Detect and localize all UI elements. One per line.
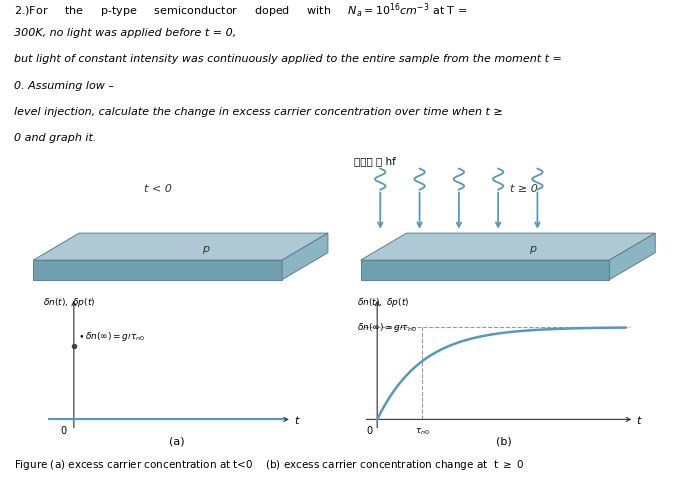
Text: 300K, no light was applied before t = 0,: 300K, no light was applied before t = 0, (14, 28, 236, 38)
Text: t: t (294, 416, 298, 426)
Text: Figure (a) excess carrier concentration at t<0    (b) excess carrier concentrati: Figure (a) excess carrier concentration … (14, 458, 524, 472)
Text: (a): (a) (169, 436, 185, 446)
Text: t ≥ 0: t ≥ 0 (510, 184, 538, 194)
Text: 0: 0 (61, 426, 67, 436)
Polygon shape (361, 260, 610, 279)
Text: (b): (b) (496, 436, 512, 446)
Polygon shape (610, 233, 655, 279)
Text: $\delta n(\infty)=g\prime\tau_{n0}$: $\delta n(\infty)=g\prime\tau_{n0}$ (357, 321, 417, 334)
Text: $\delta n(t),\ \delta p(t)$: $\delta n(t),\ \delta p(t)$ (357, 296, 409, 309)
Text: p: p (202, 245, 209, 254)
Text: 0: 0 (366, 426, 372, 436)
Text: 0 and graph it.: 0 and graph it. (14, 133, 96, 143)
Polygon shape (361, 233, 655, 260)
Text: 0. Assuming low –: 0. Assuming low – (14, 81, 114, 91)
Text: t: t (636, 416, 641, 426)
Text: but light of constant intensity was continuously applied to the entire sample fr: but light of constant intensity was cont… (14, 54, 561, 64)
Text: $\bullet\,\delta n(\infty)=g\prime\tau_{n0}$: $\bullet\,\delta n(\infty)=g\prime\tau_{… (78, 330, 145, 342)
Text: p: p (529, 245, 537, 254)
Text: t < 0: t < 0 (144, 184, 172, 194)
Polygon shape (282, 233, 328, 279)
Polygon shape (33, 233, 328, 260)
Text: $\delta n(t),\ \delta p(t)$: $\delta n(t),\ \delta p(t)$ (43, 296, 95, 309)
Text: $\tau_{n0}$: $\tau_{n0}$ (415, 426, 430, 436)
Text: 균일한 빛 hf: 균일한 빛 hf (354, 156, 396, 167)
Polygon shape (33, 260, 282, 279)
Text: 2.)For     the     p-type     semiconductor     doped     with     $N_a = 10^{16: 2.)For the p-type semiconductor doped wi… (14, 1, 467, 20)
Text: level injection, calculate the change in excess carrier concentration over time : level injection, calculate the change in… (14, 107, 503, 117)
